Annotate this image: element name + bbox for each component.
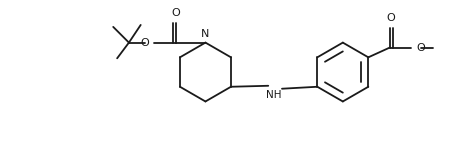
Text: N: N — [201, 29, 210, 39]
Text: O: O — [416, 42, 425, 53]
Text: O: O — [172, 8, 180, 18]
Text: O: O — [387, 13, 395, 23]
Text: NH: NH — [267, 90, 282, 100]
Text: O: O — [141, 38, 149, 48]
